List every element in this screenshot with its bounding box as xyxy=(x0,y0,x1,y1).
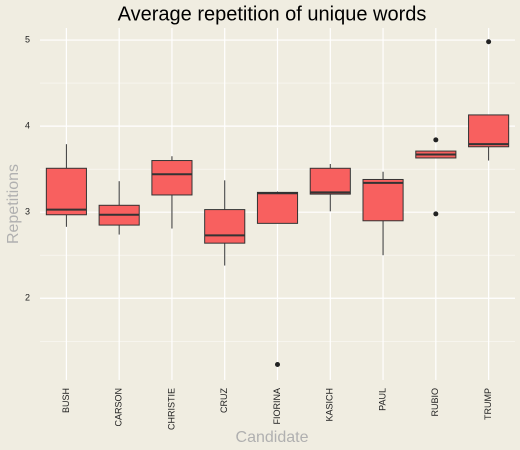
outlier xyxy=(433,137,439,143)
y-axis-label: Repetitions xyxy=(5,164,22,244)
x-tick-label: PAUL xyxy=(377,388,387,411)
y-tick-label: 3 xyxy=(25,207,30,217)
box xyxy=(468,114,510,148)
box xyxy=(309,167,351,195)
outlier xyxy=(275,362,280,368)
x-axis-label: Candidate xyxy=(236,429,309,446)
outlier xyxy=(486,39,492,45)
x-tick-label: RUBIO xyxy=(430,388,440,417)
x-tick-label: CHRISTIE xyxy=(166,388,176,430)
y-tick-label: 4 xyxy=(25,120,30,130)
outlier xyxy=(433,211,439,217)
x-tick-label: FIORINA xyxy=(272,388,282,425)
x-tick-label: KASICH xyxy=(325,388,335,422)
chart-title: Average repetition of unique words xyxy=(118,3,427,25)
box xyxy=(256,191,299,224)
box xyxy=(362,178,404,222)
x-tick-label: CRUZ xyxy=(219,388,229,413)
y-tick-label: 2 xyxy=(25,293,30,303)
x-tick-label: TRUMP xyxy=(483,388,493,420)
x-tick-label: CARSON xyxy=(114,388,124,427)
box xyxy=(45,167,87,216)
y-tick-label: 5 xyxy=(25,34,30,44)
x-tick-label: BUSH xyxy=(61,388,71,413)
box xyxy=(151,160,193,196)
box xyxy=(204,209,246,244)
